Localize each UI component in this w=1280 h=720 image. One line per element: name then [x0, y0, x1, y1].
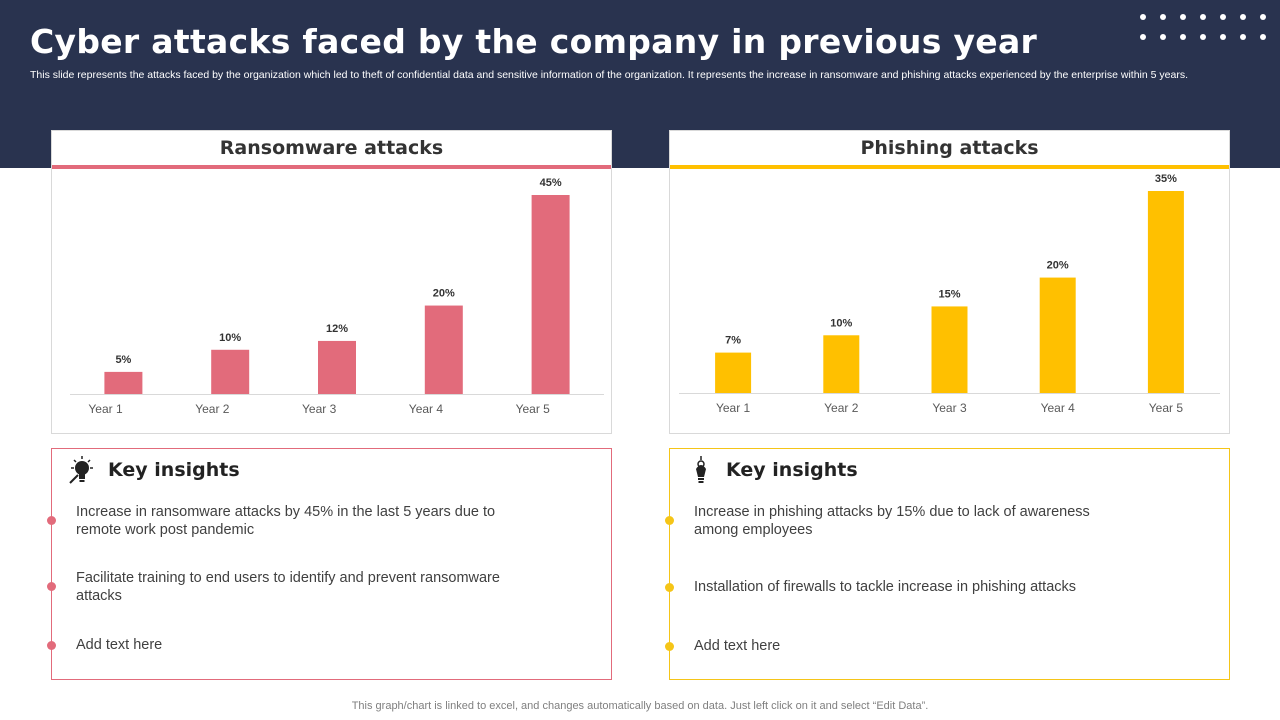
decorative-dot [1240, 34, 1246, 40]
tick-label: Year 1 [88, 402, 123, 416]
bar [318, 340, 356, 394]
tick-label: Year 2 [195, 402, 230, 416]
bar [211, 349, 250, 394]
decorative-dot [1240, 14, 1246, 20]
ransomware-chart-title: Ransomware attacks [219, 137, 444, 159]
insight-item: Add text here [47, 636, 516, 654]
bar [424, 305, 463, 394]
ransomware-title-underline [52, 165, 611, 169]
ransomware-insights-card: Key insights Increase in ransomware atta… [47, 448, 612, 680]
tick-label: Year 3 [932, 401, 967, 415]
insights-title: Key insights [108, 459, 240, 481]
phishing-chart-title: Phishing attacks [860, 137, 1039, 159]
bar [1147, 191, 1184, 393]
insights-title: Key insights [726, 459, 858, 481]
data-label: 10% [219, 332, 241, 344]
bar [823, 335, 860, 393]
data-label: 10% [830, 317, 852, 329]
footer-note: This graph/chart is linked to excel, and… [351, 700, 929, 712]
tick-label: Year 5 [516, 402, 551, 416]
tick-label: Year 2 [824, 401, 859, 415]
bullet-dot [665, 516, 674, 525]
tick-label: Year 5 [1149, 401, 1184, 415]
decorative-dot [1140, 14, 1146, 20]
phishing-bar-chart: 7% Year 1 10% Year 2 15% Year 3 20% Year 4 35% Ye… [679, 173, 1220, 415]
bullet-dot [47, 641, 56, 650]
decorative-dot [1200, 34, 1206, 40]
decorative-dot [1160, 34, 1166, 40]
decorative-dot [1160, 14, 1166, 20]
decorative-dot [1180, 34, 1186, 40]
decorative-dot [1140, 34, 1146, 40]
decorative-dot [1200, 14, 1206, 20]
decorative-dot [1220, 34, 1226, 40]
bullet-dot [47, 582, 56, 591]
lightbulb-icon [696, 456, 706, 483]
data-label: 5% [115, 354, 131, 366]
insight-item: Installation of firewalls to tackle incr… [665, 578, 1134, 596]
ransomware-chart-card: Ransomware attacks 5% Year 1 10% Year 2 12% Y… [51, 130, 612, 434]
bar [931, 306, 968, 393]
insight-item: Facilitate training to end users to iden… [47, 569, 516, 605]
insights-header: Key insights [686, 455, 858, 485]
ransomware-bar-chart: 5% Year 1 10% Year 2 12% Year 3 20% Year 4 45% Ye… [70, 177, 604, 416]
data-label: 20% [433, 288, 455, 300]
data-label: 12% [326, 323, 348, 335]
data-label: 7% [725, 335, 741, 347]
decorative-dot [1220, 14, 1226, 20]
page-subtitle: This slide represents the attacks faced … [30, 69, 1188, 81]
bullet-dot [47, 516, 56, 525]
tick-label: Year 4 [409, 402, 444, 416]
phishing-chart-card: Phishing attacks 7% Year 1 10% Year 2 15% Yea… [669, 130, 1230, 434]
bullet-dot [665, 583, 674, 592]
insight-item: Increase in ransomware attacks by 45% in… [47, 503, 516, 539]
insights-header: Key insights [68, 455, 240, 485]
decorative-dot [1260, 34, 1266, 40]
data-label: 45% [540, 177, 562, 189]
page-title: Cyber attacks faced by the company in pr… [30, 22, 1038, 61]
tick-label: Year 3 [302, 402, 337, 416]
decorative-dots [1140, 10, 1270, 46]
phishing-insights-card: Key insights Increase in phishing attack… [665, 448, 1230, 680]
bar [1039, 277, 1076, 393]
phishing-title-underline [670, 165, 1229, 169]
tick-label: Year 4 [1041, 401, 1076, 415]
data-label: 35% [1155, 173, 1177, 185]
insight-item: Add text here [665, 637, 1134, 655]
bar [531, 195, 570, 394]
bullet-dot [665, 642, 674, 651]
decorative-dot [1180, 14, 1186, 20]
data-label: 20% [1047, 260, 1069, 272]
insight-item: Increase in phishing attacks by 15% due … [665, 503, 1134, 539]
data-label: 15% [938, 288, 960, 300]
tick-label: Year 1 [716, 401, 751, 415]
lightbulb-icon [69, 456, 93, 484]
bar [104, 371, 143, 394]
bar [715, 352, 752, 393]
decorative-dot [1260, 14, 1266, 20]
